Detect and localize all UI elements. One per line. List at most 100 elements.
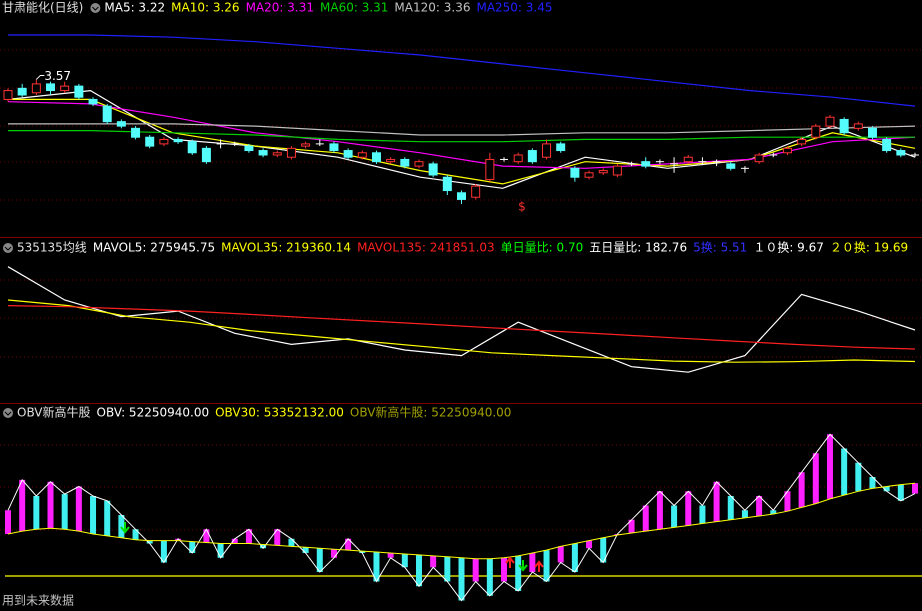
- obv-bar: [501, 557, 508, 582]
- candle-body: [853, 123, 863, 129]
- legend-icon-arrow: [4, 411, 12, 416]
- candle-body: [556, 143, 566, 152]
- obv-bar: [401, 553, 408, 568]
- indicator-line: [7, 89, 916, 189]
- legend-item: MA5: 3.22: [104, 1, 165, 15]
- obv-bar: [770, 510, 777, 515]
- candle-body: [457, 192, 466, 200]
- candle-body: [88, 98, 98, 105]
- legend-item: MAVOL5: 275945.75: [93, 241, 215, 255]
- indicator-line: [7, 101, 916, 169]
- obv-bar: [515, 555, 522, 591]
- candle-body: [811, 125, 821, 138]
- obv-bar: [727, 496, 734, 520]
- obv-bar: [33, 496, 40, 530]
- arrow-up: [505, 556, 515, 568]
- obv-bar: [600, 537, 607, 563]
- obv-bar: [486, 558, 493, 596]
- candle-body: [527, 150, 537, 163]
- obv-bar: [543, 550, 550, 582]
- obv-bar: [458, 557, 465, 601]
- indicator-line: [7, 266, 916, 373]
- legend-icon-arrow: [92, 6, 99, 11]
- candle-body: [74, 85, 84, 98]
- legend-item: OBV30: 53352132.00: [215, 406, 344, 420]
- obv-bar: [571, 543, 578, 572]
- obv-bar: [628, 519, 635, 534]
- candle-body: [31, 83, 41, 94]
- obv-bar: [784, 491, 791, 512]
- legend-item: OBV新高牛股: 52250940.00: [350, 405, 512, 420]
- candle-body: [542, 143, 552, 158]
- candle-body: [187, 141, 197, 154]
- candle-body: [400, 158, 410, 167]
- legend-item: 五日量比: 182.76: [589, 241, 687, 255]
- legend-item: 甘肃能化(日线): [2, 1, 83, 15]
- obv-bar: [373, 552, 380, 582]
- arrow-down: [518, 560, 528, 572]
- legend-item: 535135均线: [17, 241, 87, 255]
- obv-bar: [444, 556, 451, 582]
- obv-bar: [855, 462, 862, 492]
- candle-body: [329, 143, 339, 152]
- candle-body: [797, 138, 807, 145]
- legend-item: MA250: 3.45: [476, 1, 552, 15]
- indicator-line: [8, 34, 916, 107]
- indicator-line: [7, 305, 916, 350]
- candle-body: [357, 152, 367, 158]
- separators: [0, 237, 922, 404]
- candle-body: [726, 163, 736, 169]
- legend-item: MAVOL35: 219360.14: [221, 241, 351, 255]
- legend-icon: [90, 3, 101, 13]
- candle-body: [60, 85, 70, 92]
- candle-body: [839, 118, 849, 134]
- obv-bar: [316, 548, 323, 572]
- arrows: [120, 522, 544, 572]
- legends: 甘肃能化(日线) MA5: 3.22 MA10: 3.26 MA20: 3.31 MA6…: [2, 1, 908, 420]
- candle-body: [428, 163, 438, 176]
- obv-bar: [671, 505, 678, 528]
- arrow-down: [120, 522, 130, 534]
- obv-bar: [826, 434, 833, 499]
- candle-body: [145, 136, 155, 147]
- obv-bar: [160, 540, 167, 563]
- obv-bar: [288, 538, 295, 547]
- obv-bar: [883, 486, 890, 492]
- candle-body: [131, 127, 141, 138]
- obv-bar: [132, 529, 139, 540]
- candle-body: [159, 138, 169, 145]
- candle-body: [882, 138, 892, 152]
- obv-bar: [19, 479, 26, 532]
- indicator-line: [7, 299, 916, 363]
- candle-body: [286, 147, 296, 158]
- obv-bar: [231, 538, 238, 544]
- obv-bar: [118, 515, 125, 538]
- candle-body: [343, 150, 353, 158]
- obv-bar: [302, 547, 309, 553]
- candle-body: [301, 143, 311, 147]
- marker: $: [518, 200, 526, 214]
- candle-body: [782, 147, 792, 154]
- obv-bar: [245, 529, 252, 544]
- legend-item: MA120: 3.36: [394, 1, 470, 15]
- candle-body: [825, 116, 835, 127]
- candle-body: [683, 156, 693, 163]
- candle-body: [272, 152, 282, 156]
- legend-item: MA60: 3.31: [320, 1, 388, 15]
- obv-line: [7, 433, 916, 602]
- candle-body: [598, 170, 608, 174]
- obv-bar: [387, 553, 394, 558]
- obv-bar: [359, 551, 366, 553]
- legend-item: OBV新高牛股: [17, 405, 91, 420]
- candle-body: [442, 176, 452, 192]
- obv-bar: [203, 529, 210, 543]
- obv-bar: [798, 472, 805, 508]
- candle-body: [641, 161, 651, 167]
- plot: 3.57: [3, 34, 919, 602]
- obv-bar: [146, 540, 153, 544]
- obv-bar: [5, 510, 11, 534]
- annotation: 3.57: [44, 69, 71, 83]
- obv-bar: [912, 483, 918, 494]
